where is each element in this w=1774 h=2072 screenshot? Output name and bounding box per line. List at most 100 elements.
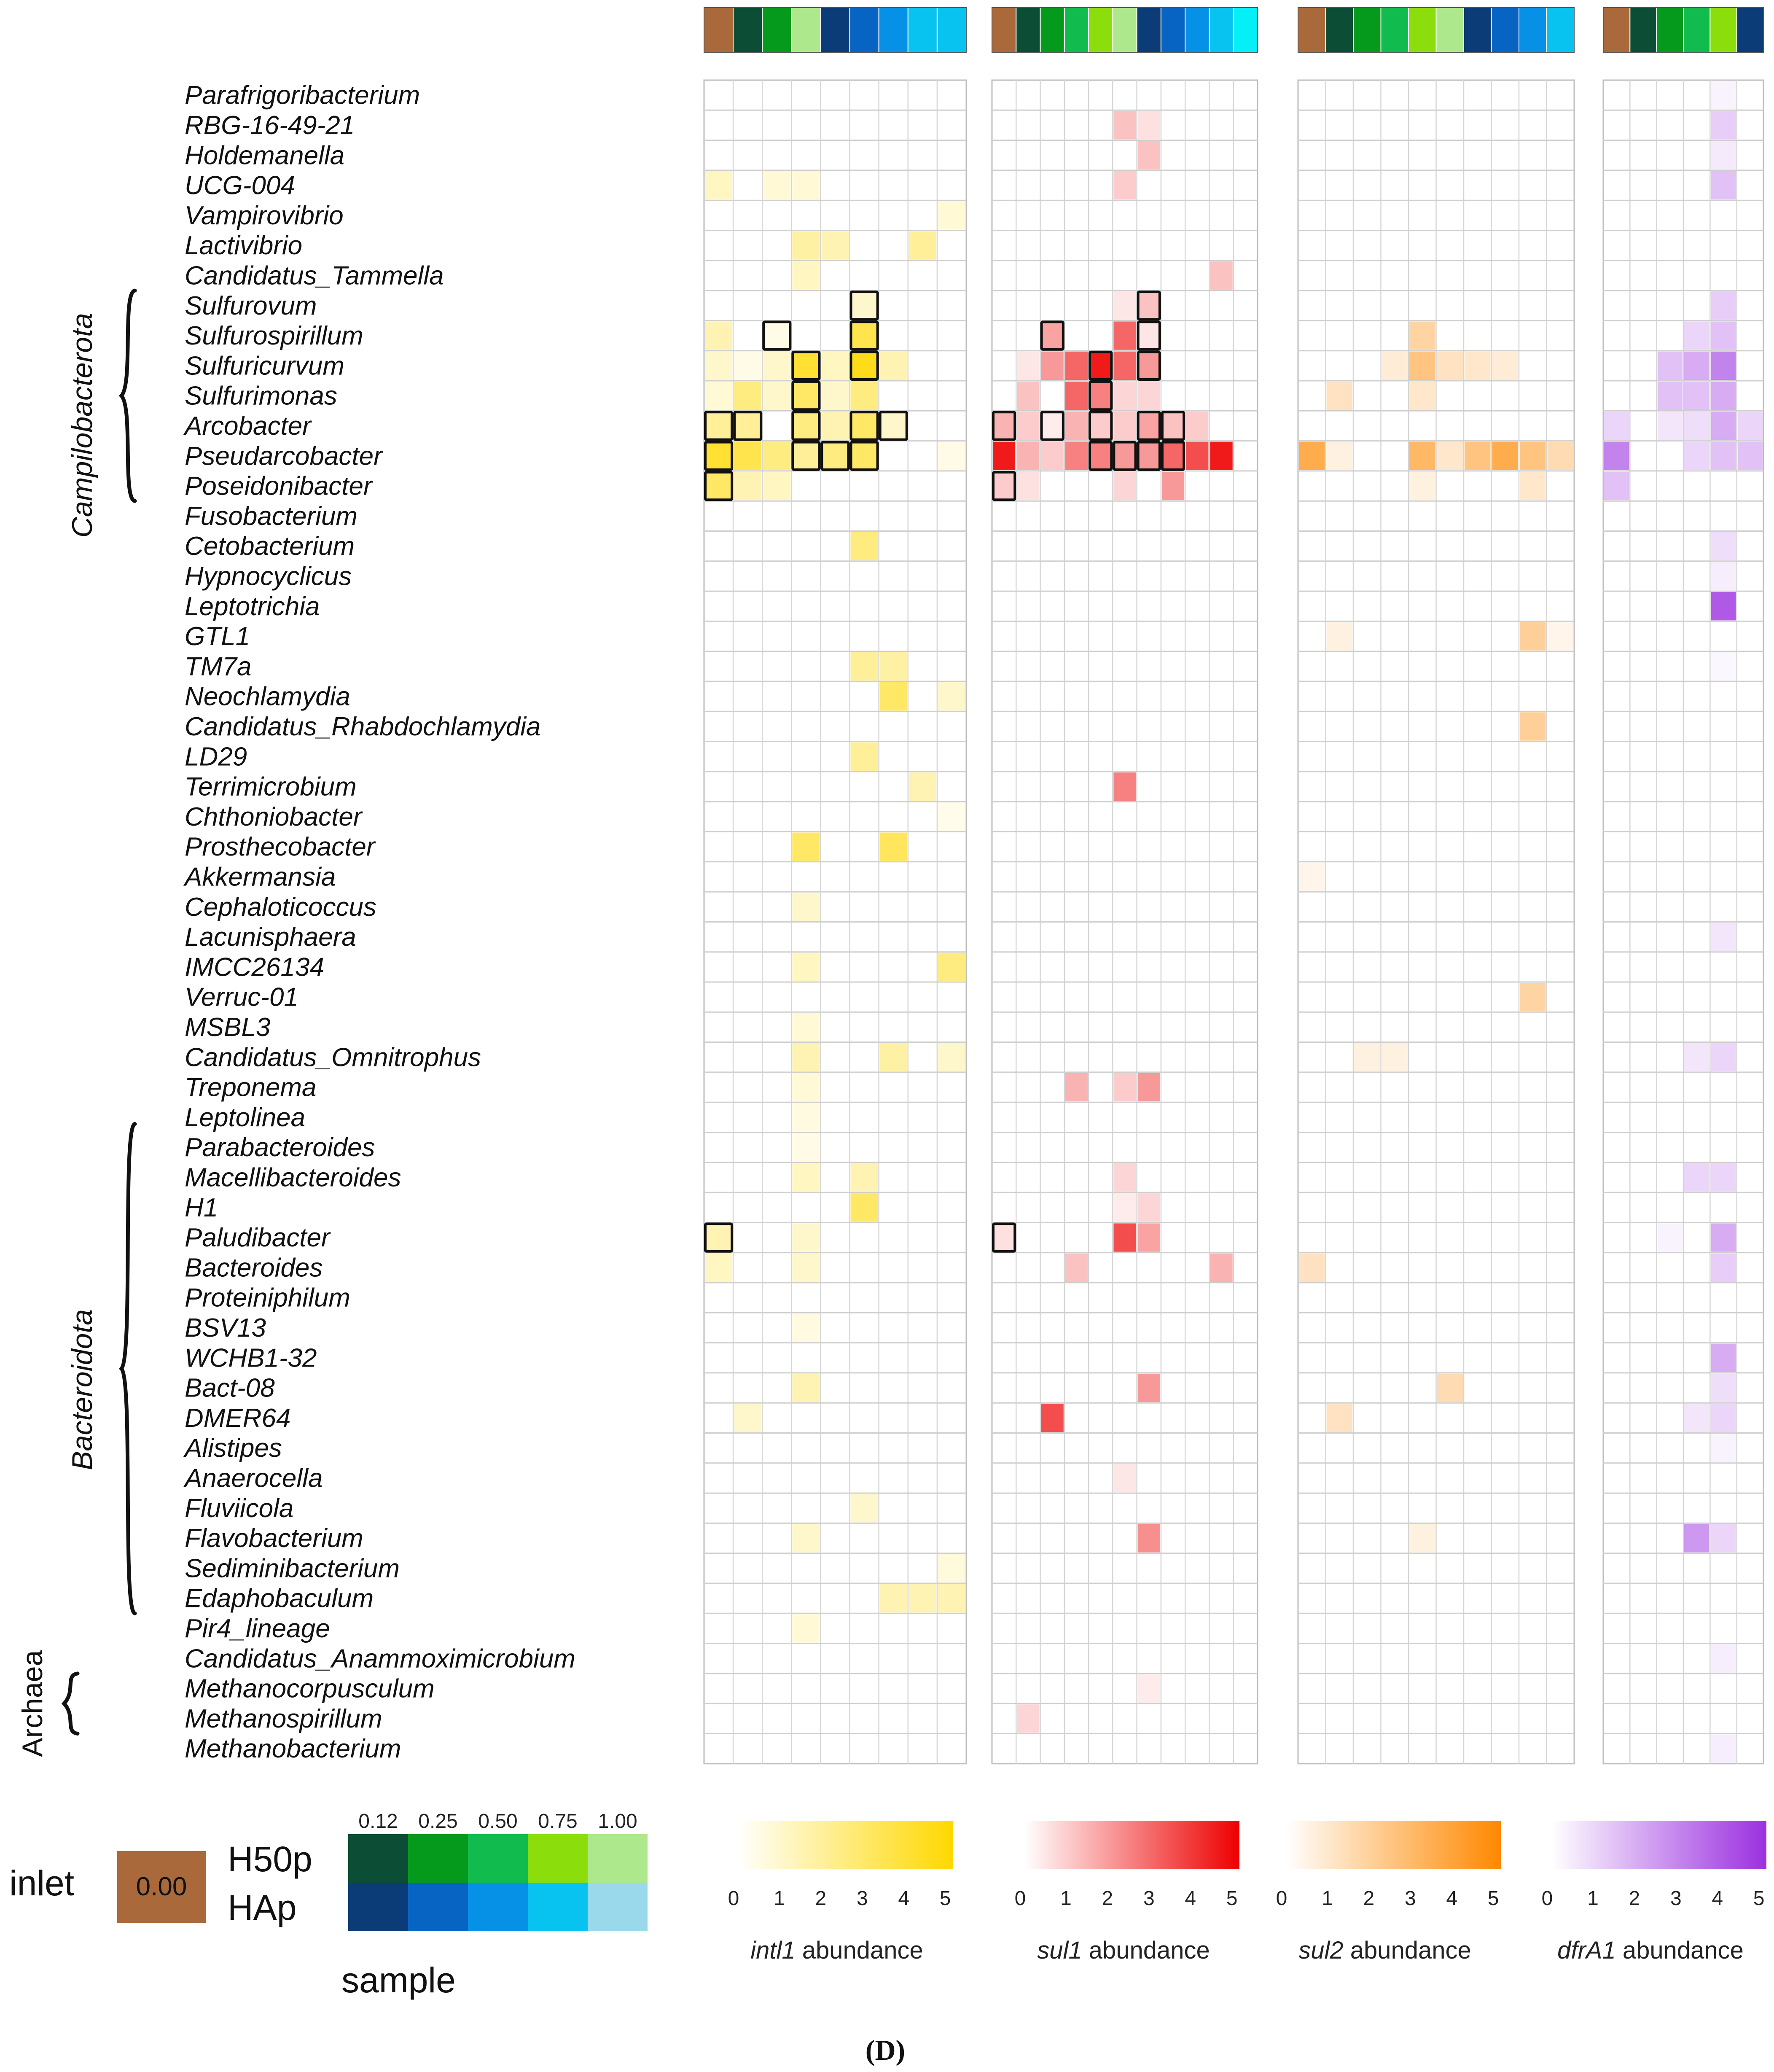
panel-intl1-cell — [734, 441, 762, 470]
panel-sul1-cell — [1137, 382, 1160, 410]
panel-sul1-cell — [993, 441, 1016, 470]
panel-sul1-cell — [1089, 382, 1112, 410]
panel-intl1-cell — [821, 231, 849, 260]
panel-sul2-cell — [1409, 441, 1435, 470]
panel-dfra1-sample-bar-frame — [1603, 7, 1764, 53]
panel-sul1-cell-outline — [1089, 350, 1113, 381]
panel-intl1-cell — [938, 682, 965, 711]
panel-intl1-sample-bar-4 — [820, 7, 850, 53]
sample-legend-inlet-swatch — [117, 1851, 206, 1923]
genus-label-sediminibacterium: Sediminibacterium — [185, 1554, 400, 1583]
panel-sul2-cell — [1382, 351, 1408, 380]
panel-sul2-sample-bar-3 — [1380, 7, 1409, 53]
panel-sul2-cell — [1492, 351, 1518, 380]
panel-sul1-cell — [1089, 351, 1112, 380]
panel-intl1-cell — [938, 802, 965, 831]
panel-sul2-sample-bar-2 — [1353, 7, 1382, 53]
group-label-archaea: Archaea — [16, 1650, 48, 1757]
genus-label-bsv13: BSV13 — [185, 1313, 266, 1343]
sample-legend-row-hap: HAp — [228, 1888, 296, 1927]
panel-dfra1-cell — [1711, 652, 1736, 681]
panel-dfra1-cell — [1711, 1163, 1736, 1192]
legend-gene-name: intl1 — [750, 1937, 795, 1964]
panel-sul1-cell — [1137, 111, 1160, 140]
panel-sul1-cell — [1113, 1193, 1136, 1222]
panel-dfra1-cell — [1737, 441, 1763, 470]
panel-sul1-cell — [1065, 1073, 1088, 1102]
legend-tick-intl1: 4 — [898, 1887, 909, 1910]
panel-sul1-sample-bar-1 — [1016, 7, 1041, 53]
panel-sul2-cell — [1299, 1253, 1325, 1282]
panel-sul1-cell — [1137, 291, 1160, 320]
genus-label-edaphobaculum: Edaphobaculum — [185, 1584, 374, 1613]
panel-sul1-cell — [1137, 1073, 1160, 1102]
panel-sul2-cell — [1465, 441, 1491, 470]
panel-sul1-cell — [1186, 412, 1209, 440]
sample-legend-swatch-h50p-2 — [468, 1834, 528, 1883]
panel-intl1-cell — [705, 171, 733, 200]
panel-intl1-cell — [792, 441, 820, 470]
brace-campilobacterota — [118, 288, 137, 503]
panel-intl1-sample-bar-3 — [791, 7, 821, 53]
panel-dfra1-cell — [1684, 351, 1709, 380]
panel-sul2-cell — [1326, 382, 1352, 410]
sample-legend-swatch-hap-3 — [528, 1883, 588, 1931]
panel-intl1-cell — [734, 471, 762, 501]
panel-dfra1-cell — [1711, 592, 1736, 621]
sample-legend-swatch-hap-0 — [348, 1883, 408, 1931]
genus-label-anaerocella: Anaerocella — [183, 1464, 323, 1493]
sample-legend-swatch-h50p-1 — [408, 1834, 468, 1883]
genus-label-macellibacteroides: Macellibacteroides — [185, 1163, 401, 1192]
panel-dfra1-cell — [1711, 1434, 1736, 1462]
genus-label-poseidonibacter: Poseidonibacter — [185, 472, 373, 501]
genus-label-hypnocyclicus: Hypnocyclicus — [185, 562, 352, 591]
panel-sul2-sample-bar-0 — [1298, 7, 1326, 53]
genus-label-fusobacterium: Fusobacterium — [185, 502, 357, 531]
panel-sul2-sample-bar-frame — [1298, 7, 1575, 53]
genus-label-msbl3: MSBL3 — [185, 1013, 270, 1042]
panel-intl1-cell — [792, 1043, 820, 1071]
sample-legend-value-0.75: 0.75 — [538, 1810, 577, 1833]
genus-label-methanobacterium: Methanobacterium — [185, 1734, 401, 1763]
brace-archaea — [61, 1671, 80, 1736]
legend-title-sul2: sul2 abundance — [1298, 1937, 1471, 1964]
panel-sul1-cell — [1065, 412, 1088, 440]
legend-gene-name: dfrA1 — [1557, 1937, 1616, 1964]
panel-dfra1-cell — [1711, 1404, 1736, 1432]
legend-tick-sul1: 3 — [1143, 1887, 1155, 1910]
panel-intl1-cell — [850, 351, 878, 380]
panel-dfra1-cell — [1711, 81, 1736, 110]
genus-label-candidatus-tammella: Candidatus_Tammella — [185, 261, 444, 290]
panel-sul1-cell — [1041, 1404, 1064, 1432]
panel-intl1-cell — [792, 231, 820, 260]
panel-dfra1-sample-bar-2 — [1656, 7, 1684, 53]
panel-intl1-cell — [734, 412, 762, 440]
sample-legend-swatch-h50p-3 — [528, 1834, 588, 1883]
panel-dfra1-cell — [1711, 441, 1736, 470]
panel-intl1-cell — [850, 1193, 878, 1222]
panel-intl1-cell-outline — [849, 441, 879, 471]
panel-sul1-cell-outline — [1161, 441, 1185, 471]
panel-intl1-cell — [792, 1253, 820, 1282]
panel-intl1-cell — [763, 471, 791, 501]
panel-intl1-cell — [850, 382, 878, 410]
panel-intl1-cell-outline — [762, 320, 792, 351]
panel-dfra1-cell — [1604, 471, 1629, 501]
genus-label-tm7a: TM7a — [185, 652, 251, 681]
sample-legend-swatch-hap-4 — [588, 1883, 648, 1931]
panel-intl1-cell — [792, 1223, 820, 1252]
genus-label-pseudarcobacter: Pseudarcobacter — [185, 441, 383, 471]
genus-label-rbg-16-49-21: RBG-16-49-21 — [185, 111, 355, 140]
panel-sul1-cell — [1137, 321, 1160, 350]
genus-label-neochlamydia: Neochlamydia — [185, 682, 350, 711]
panel-sul1-cell — [1210, 441, 1233, 470]
panel-intl1-cell — [705, 382, 733, 410]
panel-sul2-sample-bar-1 — [1325, 7, 1354, 53]
panel-intl1-cell — [734, 1404, 762, 1432]
legend-tick-dfra1: 1 — [1587, 1887, 1599, 1910]
panel-sul2-sample-bar-6 — [1463, 7, 1492, 53]
genus-label-gtl1: GTL1 — [185, 622, 250, 651]
panel-intl1-cell — [909, 1584, 936, 1613]
genus-label-holdemanella: Holdemanella — [185, 141, 344, 170]
panel-intl1-cell — [763, 351, 791, 380]
